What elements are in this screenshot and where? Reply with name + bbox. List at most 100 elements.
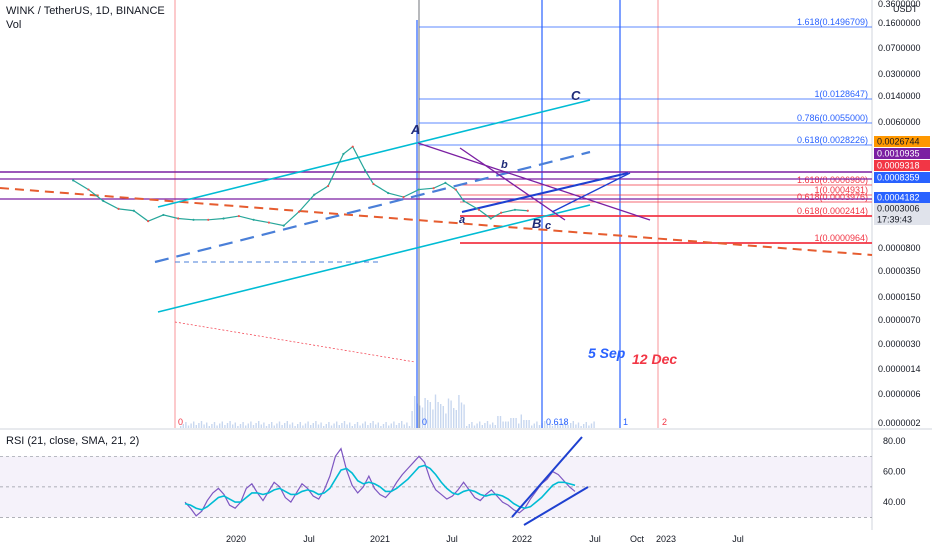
price-label-box [874,160,930,171]
price-point [526,209,529,212]
volume-bar [221,421,223,428]
volume-bar [286,421,288,428]
volume-bar [310,425,312,428]
timefib-label: 2 [662,417,667,427]
price-point [87,188,90,191]
volume-bar [497,416,499,428]
rsi-band-fill [0,456,872,518]
volume-bar [440,404,442,428]
cyan-channel-lower [157,204,591,313]
volume-bar [263,422,265,428]
volume-bar [510,418,512,428]
price-tick-label: 0.0000350 [878,266,921,276]
volume-bar [237,426,239,428]
orange-dashed-trendline [0,187,873,256]
volume-bar [325,424,327,428]
price-tick-label: 0.0700000 [878,43,921,53]
price-point [207,218,210,221]
price-label-text: 0.0010935 [877,149,920,159]
price-line [72,145,528,227]
rsi-title: RSI (21, close, SMA, 21, 2) [6,435,140,447]
volume-bar [479,421,481,428]
price-point [132,209,135,212]
volume-bar [216,425,218,428]
price-point [402,195,405,199]
volume-bar [255,423,257,428]
price-point [477,208,481,211]
volume-bar [572,421,574,428]
volume-bar [408,426,411,428]
volume-bar [297,424,299,428]
volume-bar [518,423,520,428]
volume-bar [323,426,325,428]
volume-bar [369,423,372,428]
price-label-text: 0.0026744 [877,137,920,147]
volume-bar [546,424,548,428]
volume-bar [273,425,275,428]
price-label-box [874,148,930,159]
wave-label: A [410,122,420,137]
price-unit: USDT [893,4,918,14]
volume-bar [507,421,509,428]
price-label-text: 0.0008359 [877,173,920,183]
volume-bar [208,426,210,428]
price-point [363,169,367,172]
price-tick-label: 0.1600000 [878,18,921,28]
volume-bar [380,426,382,428]
price-label-text: 0.0009318 [877,161,920,171]
time-tick-label: Oct [630,534,645,544]
price-label-text: 17:39:43 [877,215,912,225]
volume-bar [505,421,507,428]
volume-bar [544,421,546,428]
volume-bar [351,426,353,428]
volume-bar [330,425,333,428]
volume-bar [265,426,268,428]
volume-bar [429,402,431,428]
volume-bar [226,423,229,428]
volume-bar [460,402,463,428]
time-tick-label: 2022 [512,534,532,544]
rsi-tick-label: 60.00 [883,467,906,477]
volume-bar [291,422,294,428]
price-tick-label: 0.0060000 [878,117,921,127]
volume-bar [229,421,231,428]
volume-bar [182,424,184,428]
volume-bar [245,425,247,428]
wave-label: C [571,88,581,103]
rsi-sma-line [184,464,576,511]
blue-wedge-line [461,172,629,213]
time-tick-label: 2020 [226,534,246,544]
volume-bar [432,409,434,428]
price-tick-label: 0.0000030 [878,339,921,349]
chart-title: WINK / TetherUS, 1D, BINANCE [6,5,165,17]
volume-bar [211,424,213,428]
volume-bar [200,421,203,428]
volume-bar [187,425,190,428]
volume-bar [567,425,569,428]
price-point [387,191,390,195]
price-point [326,184,330,188]
price-tick-label: 0.0140000 [878,91,921,101]
volume-bar [559,425,561,428]
price-label-box [874,214,930,225]
volume-bar [577,422,580,428]
price-tick-label: 0.0000014 [878,364,921,374]
volume-bar [234,422,236,428]
price-label-box [874,172,930,183]
volume-bar [468,424,470,428]
volume-bar [258,421,260,428]
volume-bar [557,422,559,428]
price-label-box [874,203,930,214]
price-point [117,207,120,210]
price-point [513,208,517,211]
volume-bar [333,423,335,428]
volume-bar [198,423,200,428]
volume-bar [278,421,281,428]
volume-bar [252,425,255,428]
volume-bar [445,413,447,428]
wave-label: a [459,214,465,226]
price-point [342,152,345,156]
time-tick-label: Jul [446,534,458,544]
volume-bar [276,423,278,428]
